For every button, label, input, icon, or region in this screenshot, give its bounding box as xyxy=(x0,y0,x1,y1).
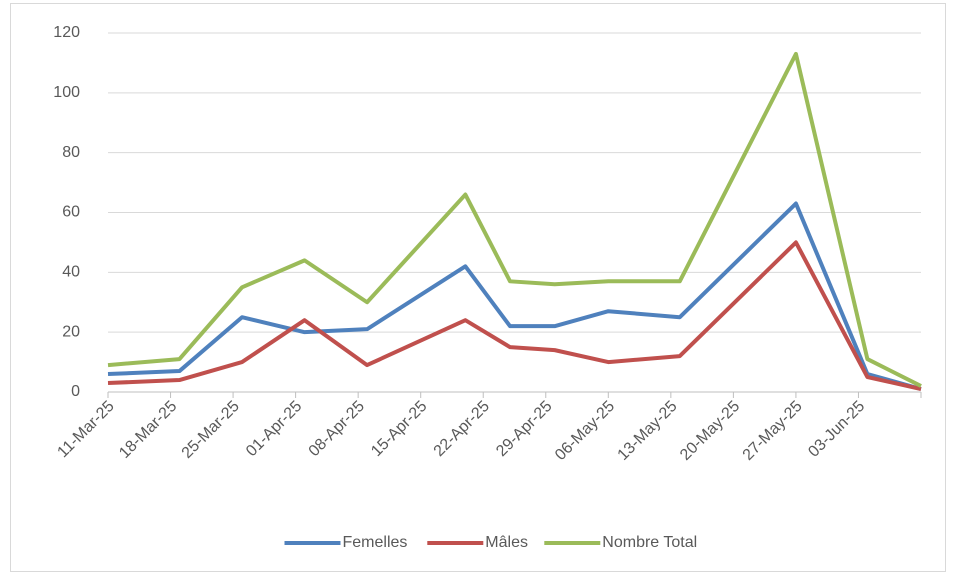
y-tick-label: 100 xyxy=(53,84,80,101)
series-line xyxy=(107,240,922,391)
series-line xyxy=(107,201,922,391)
y-tick-label: 60 xyxy=(62,204,80,221)
chart-border xyxy=(10,3,946,572)
y-tick-label: 40 xyxy=(62,264,80,281)
legend-label: Nombre Total xyxy=(602,534,697,551)
y-tick-label: 20 xyxy=(62,323,80,340)
y-tick-label: 80 xyxy=(62,144,80,161)
y-tick-label: 0 xyxy=(71,383,80,400)
legend-label: Femelles xyxy=(343,534,408,551)
legend-label: Mâles xyxy=(485,534,528,551)
y-tick-label: 120 xyxy=(53,24,80,41)
series-line xyxy=(107,51,922,388)
